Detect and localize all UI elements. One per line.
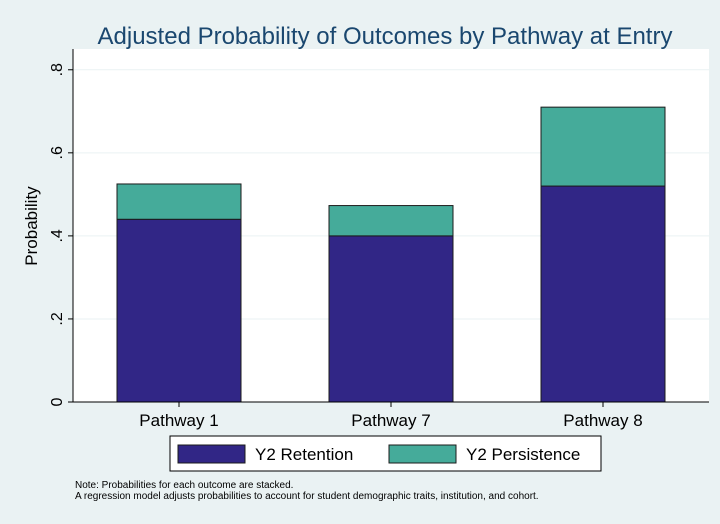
y-tick-label: 0 [49,397,66,406]
bar-y2-retention [540,185,666,403]
note-line-1: Note: Probabilities for each outcome are… [75,480,294,491]
legend: Y2 Retention Y2 Persistence [169,435,602,472]
note-line-2: A regression model adjusts probabilities… [75,491,539,502]
y-tick-label: .6 [49,146,66,159]
x-tick-label: Pathway 7 [351,411,430,430]
legend-swatch [388,444,457,464]
chart-title: Adjusted Probability of Outcomes by Path… [98,23,673,50]
bar-y2-retention [116,218,242,403]
bars-layer [116,106,666,403]
y-tick-label: .8 [49,63,66,76]
legend-label: Y2 Retention [255,445,353,464]
y-axis-label: Probability [22,186,41,266]
bar-y2-persistence [328,205,454,237]
bar-y2-persistence [116,183,242,220]
legend-label: Y2 Persistence [466,445,580,464]
legend-swatch [177,444,246,464]
bar-y2-persistence [540,106,666,187]
y-tick-label: .2 [49,312,66,325]
y-tick-label: .4 [49,229,66,242]
x-tick-label: Pathway 1 [139,411,218,430]
x-tick-label: Pathway 8 [563,411,642,430]
axis-layer: 0 .2 .4 .6 .8 Pathway 1 Pathway 7 Pathway 8 [49,49,709,430]
bar-y2-retention [328,235,454,403]
